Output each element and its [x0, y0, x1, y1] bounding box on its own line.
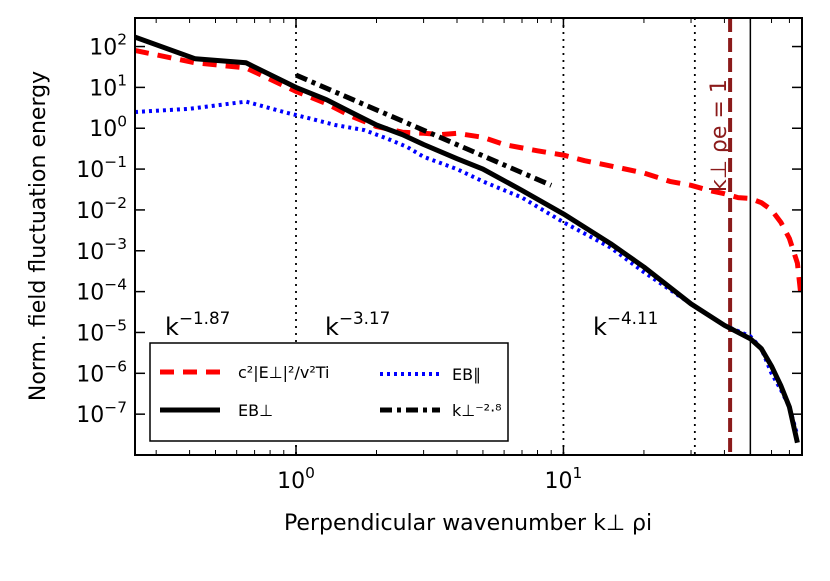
y-tick-label-8: 101	[89, 71, 127, 101]
y-tick-label-3: 10−4	[76, 276, 127, 306]
series-line-0	[135, 48, 802, 292]
y-tick-label-7: 100	[89, 112, 127, 142]
y-tick-label-6: 10−1	[76, 153, 127, 183]
slope-annotation-2: k−4.11	[593, 308, 658, 341]
series-line-2	[135, 34, 800, 444]
y-tick-label-4: 10−3	[76, 235, 127, 265]
legend-box	[149, 342, 509, 442]
x-tick-label-0: 100	[277, 464, 315, 494]
x-tick-label-1: 101	[545, 464, 583, 494]
plot-area	[135, 18, 802, 455]
plot-frame	[134, 17, 803, 456]
electron-scale-label: k⊥ ρe = 1	[707, 79, 732, 192]
slope-annotation-1: k−3.17	[325, 308, 390, 341]
axis-ticks: 100 101 10−7 10−6 10−5 10−4 10−3 10−2 10−1 100 101…	[76, 18, 802, 494]
slope-annotation-0: k−1.87	[165, 308, 230, 341]
y-tick-label-1: 10−6	[76, 357, 127, 387]
y-tick-label-2: 10−5	[76, 317, 127, 347]
x-axis-label: Perpendicular wavenumber k⊥ ρi	[284, 511, 652, 536]
y-tick-label-5: 10−2	[76, 194, 127, 224]
y-tick-label-9: 102	[89, 31, 127, 61]
annotations: k−1.87 k−3.17 k−4.11 k⊥ ρe = 1	[165, 79, 732, 341]
legend-label-slope: k⊥⁻²·⁸	[452, 401, 502, 420]
legend-label-efield: c²|E⊥|²/v²Ti	[238, 363, 329, 382]
series-line-3	[295, 72, 553, 188]
legend-label-ebpar: EB∥	[452, 365, 481, 384]
y-axis-label: Norm. field fluctuation energy	[26, 71, 51, 401]
legend-label-ebperp: EB⊥	[238, 401, 273, 420]
legend: c²|E⊥|²/v²Ti EB⊥ EB∥ k⊥⁻²·⁸	[149, 342, 509, 442]
y-tick-label-0: 10−7	[76, 398, 127, 428]
